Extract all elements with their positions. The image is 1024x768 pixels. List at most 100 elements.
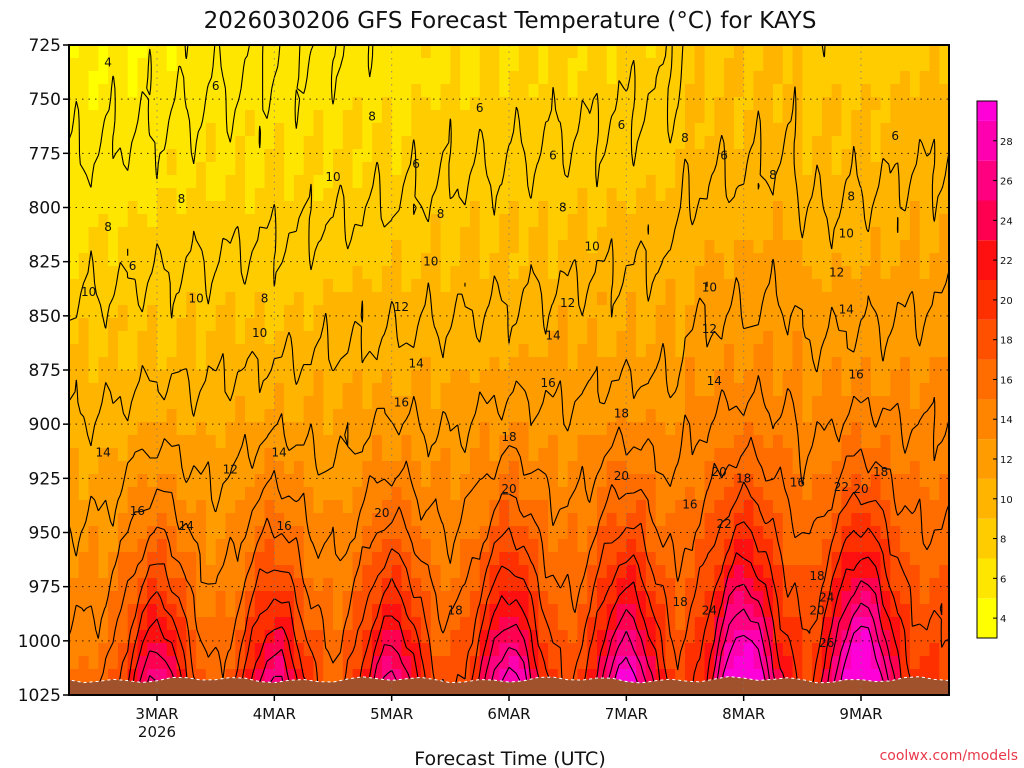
temperature-cell xyxy=(362,266,373,280)
temperature-cell xyxy=(743,604,755,618)
temperature-cell xyxy=(352,396,363,410)
temperature-cell xyxy=(235,58,246,72)
temperature-cell xyxy=(108,305,119,319)
temperature-cell xyxy=(900,149,911,163)
temperature-cell xyxy=(166,162,178,176)
temperature-cell xyxy=(792,474,803,488)
temperature-cell xyxy=(98,84,109,98)
temperature-cell xyxy=(440,448,451,462)
temperature-cell xyxy=(362,97,373,111)
temperature-cell xyxy=(69,617,80,631)
temperature-cell xyxy=(636,292,647,306)
temperature-cell xyxy=(166,474,178,488)
contour-label: 10 xyxy=(325,170,340,184)
temperature-cell xyxy=(880,331,891,345)
temperature-cell xyxy=(626,357,637,371)
temperature-cell xyxy=(704,266,715,280)
temperature-cell xyxy=(509,565,520,579)
temperature-cell xyxy=(733,110,745,124)
temperature-cell xyxy=(323,448,334,462)
temperature-cell xyxy=(401,214,412,228)
temperature-cell xyxy=(411,383,422,397)
temperature-cell xyxy=(900,383,911,397)
temperature-cell xyxy=(509,84,520,98)
temperature-cell xyxy=(499,591,510,605)
temperature-cell xyxy=(929,591,940,605)
temperature-cell xyxy=(821,539,833,553)
temperature-cell xyxy=(333,656,344,670)
temperature-cell xyxy=(577,266,588,280)
temperature-cell xyxy=(636,578,647,592)
temperature-cell xyxy=(127,383,139,397)
temperature-cell xyxy=(391,617,403,631)
temperature-cell xyxy=(557,357,569,371)
temperature-cell xyxy=(381,643,393,657)
contour-label: 10 xyxy=(81,285,96,299)
temperature-cell xyxy=(577,305,588,319)
temperature-cell xyxy=(812,188,823,202)
temperature-cell xyxy=(802,643,813,657)
temperature-cell xyxy=(890,539,901,553)
temperature-cell xyxy=(293,539,305,553)
temperature-cell xyxy=(675,136,686,150)
temperature-cell xyxy=(782,331,794,345)
temperature-cell xyxy=(284,71,295,85)
temperature-cell xyxy=(841,370,852,384)
temperature-cell xyxy=(645,84,657,98)
temperature-cell xyxy=(186,266,197,280)
temperature-cell xyxy=(645,630,657,644)
temperature-cell xyxy=(763,513,774,527)
temperature-cell xyxy=(147,201,158,215)
temperature-cell xyxy=(225,84,236,98)
temperature-cell xyxy=(469,630,481,644)
temperature-cell xyxy=(509,331,520,345)
temperature-cell xyxy=(792,370,803,384)
temperature-cell xyxy=(577,474,588,488)
temperature-cell xyxy=(186,97,197,111)
temperature-cell xyxy=(518,279,530,293)
temperature-cell xyxy=(685,214,696,228)
temperature-cell xyxy=(108,539,119,553)
temperature-cell xyxy=(890,422,901,436)
temperature-cell xyxy=(469,305,481,319)
temperature-cell xyxy=(782,643,794,657)
temperature-cell xyxy=(665,149,676,163)
temperature-cell xyxy=(421,227,432,241)
temperature-cell xyxy=(176,370,187,384)
temperature-cell xyxy=(851,71,862,85)
temperature-cell xyxy=(303,162,315,176)
temperature-cell xyxy=(254,214,266,228)
temperature-cell xyxy=(88,630,99,644)
temperature-cell xyxy=(450,357,461,371)
temperature-cell xyxy=(548,331,559,345)
temperature-cell xyxy=(870,630,882,644)
temperature-cell xyxy=(773,396,784,410)
temperature-cell xyxy=(489,214,500,228)
temperature-cell xyxy=(137,396,148,410)
temperature-cell xyxy=(851,370,862,384)
contour-label: 16 xyxy=(394,396,409,410)
temperature-cell xyxy=(587,71,598,85)
temperature-cell xyxy=(254,422,266,436)
temperature-cell xyxy=(724,461,735,475)
temperature-cell xyxy=(900,604,911,618)
temperature-cell xyxy=(352,474,363,488)
temperature-cell xyxy=(685,539,696,553)
temperature-cell xyxy=(870,396,882,410)
temperature-cell xyxy=(851,630,862,644)
temperature-cell xyxy=(675,227,686,241)
temperature-cell xyxy=(196,123,207,137)
temperature-cell xyxy=(831,435,843,449)
temperature-cell xyxy=(929,643,940,657)
temperature-cell xyxy=(538,409,549,423)
temperature-cell xyxy=(499,45,510,59)
temperature-cell xyxy=(460,175,471,189)
temperature-cell xyxy=(176,279,187,293)
temperature-cell xyxy=(137,409,148,423)
temperature-cell xyxy=(108,97,119,111)
temperature-cell xyxy=(166,110,178,124)
temperature-cell xyxy=(694,149,706,163)
temperature-cell xyxy=(440,214,451,228)
temperature-cell xyxy=(861,214,872,228)
temperature-cell xyxy=(939,58,949,72)
